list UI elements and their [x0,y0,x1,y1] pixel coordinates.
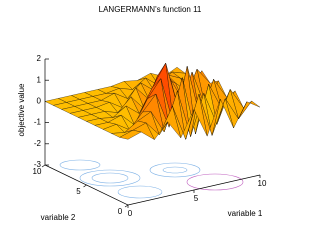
chart: LANGERMANN's function 11 variable 1 vari… [17,5,267,222]
x-tick-label: 10 [258,179,267,188]
y-tick-label: 5 [76,187,81,196]
z-tick-label: -3 [34,160,42,169]
y-tick-label: 0 [118,207,123,216]
x-tick-label: 0 [128,209,133,218]
z-tick-label: -2 [34,139,42,148]
floor-contours [59,159,244,199]
z-tick-label: 2 [37,54,42,63]
y-tick-label: 10 [33,167,42,176]
y-tick [124,204,129,208]
y-tick [41,164,46,168]
x-tick-label: 5 [194,194,199,203]
chart-title: LANGERMANN's function 11 [99,5,202,14]
y-tick [83,184,87,188]
z-tick-label: 0 [37,97,42,106]
y-axis-label: variable 2 [41,213,76,222]
z-tick-label: -1 [34,118,42,127]
z-tick-label: 1 [37,75,42,84]
surface-patch [119,130,142,140]
z-axis-label: objective value [17,83,26,136]
x-axis-label: variable 1 [228,209,263,218]
